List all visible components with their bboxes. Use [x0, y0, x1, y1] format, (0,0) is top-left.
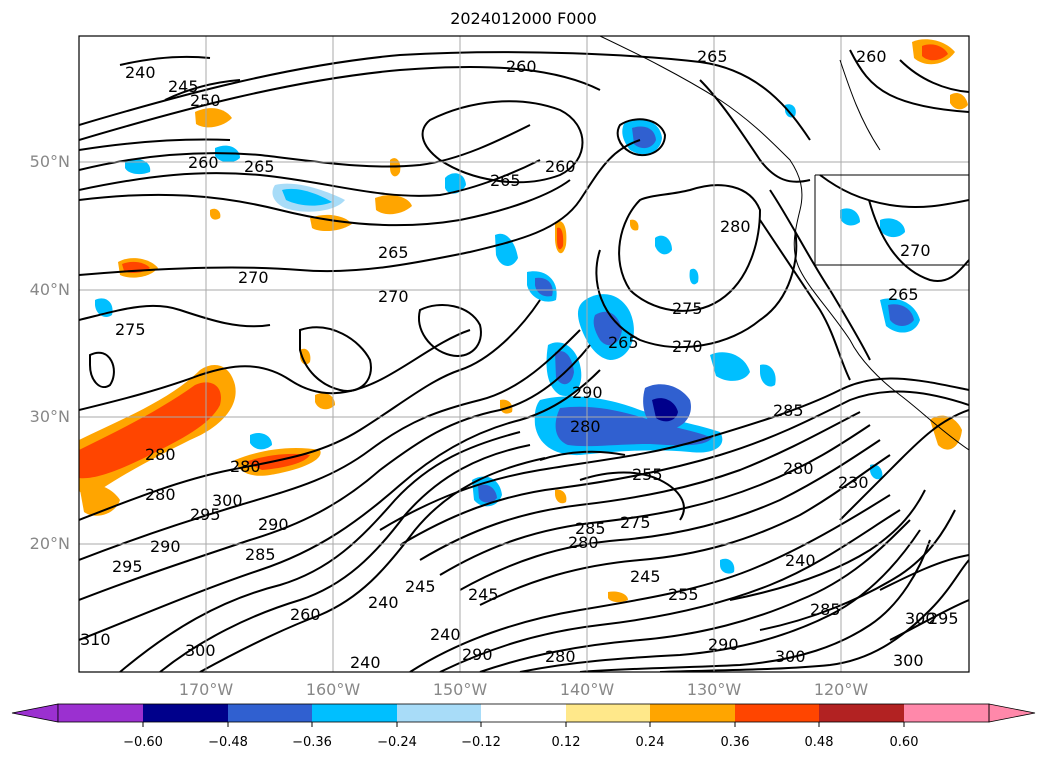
contour-label: 290: [150, 537, 181, 556]
lat-label-50n: 50°N: [29, 152, 70, 171]
contour-label: 240: [430, 625, 461, 644]
contour-label: 275: [115, 320, 146, 339]
contour-label: 290: [462, 645, 493, 664]
colorbar-tick: 0.12: [551, 735, 581, 750]
contour-label: 285: [773, 401, 804, 420]
map-frame: [78, 35, 970, 673]
contour-label: 275: [620, 513, 651, 532]
contour-label: 270: [378, 287, 409, 306]
contour-label: 255: [632, 465, 663, 484]
contour-label: 245: [168, 77, 199, 96]
colorbar-tick: 0.60: [889, 735, 919, 750]
contour-label: 280: [230, 457, 261, 476]
lat-label-40n: 40°N: [29, 280, 70, 299]
contour-label: 280: [720, 217, 751, 236]
contour-label: 280: [145, 485, 176, 504]
map-panel: 240 245 250 260 265 260 265 260 260 265 …: [79, 36, 969, 672]
colorbar-tick: 0.36: [720, 735, 750, 750]
contour-label: 255: [668, 585, 699, 604]
lat-label-20n: 20°N: [29, 534, 70, 553]
contour-label: 290: [258, 515, 289, 534]
contour-label: 280: [145, 445, 176, 464]
contour-label: 270: [672, 337, 703, 356]
contour-label: 285: [575, 519, 606, 538]
contour-label: 260: [545, 157, 576, 176]
contour-label: 245: [405, 577, 436, 596]
colorbar-tick: −0.36: [292, 735, 332, 750]
contour-label: 300: [185, 641, 216, 660]
colorbar-tick: −0.48: [208, 735, 248, 750]
colorbar-tick: 0.24: [635, 735, 665, 750]
contour-label: 280: [545, 647, 576, 666]
contour-label: 280: [783, 459, 814, 478]
contour-label: 265: [608, 333, 639, 352]
contour-label: 260: [188, 153, 219, 172]
map-title: 2024012000 F000: [450, 9, 597, 28]
coastline: [599, 36, 969, 451]
contour-label: 265: [378, 243, 409, 262]
contour-label: 240: [785, 551, 816, 570]
contour-label: 245: [468, 585, 499, 604]
contour-lines: [79, 49, 969, 672]
contour-label: 285: [810, 600, 841, 619]
contour-label: 290: [572, 383, 603, 402]
contour-label: 265: [244, 157, 275, 176]
contour-label: 280: [570, 417, 601, 436]
colorbar-tick: −0.12: [461, 735, 501, 750]
contour-label: 270: [238, 268, 269, 287]
contour-label: 240: [350, 653, 381, 672]
contour-label: 285: [245, 545, 276, 564]
contour-label: 300: [893, 651, 924, 670]
contour-label: 290: [708, 635, 739, 654]
contour-label: 300: [212, 491, 243, 510]
contour-label: 250: [190, 91, 221, 110]
colorbar-tick: 0.48: [804, 735, 834, 750]
lon-label-150w: 150°W: [432, 680, 488, 699]
lon-label-140w: 140°W: [559, 680, 615, 699]
contour-label: 240: [368, 593, 399, 612]
contour-label: 265: [697, 47, 728, 66]
lon-label-160w: 160°W: [305, 680, 361, 699]
contour-label: 240: [125, 63, 156, 82]
lon-label-170w: 170°W: [178, 680, 234, 699]
colorbar: [11, 703, 1036, 727]
contour-label: 270: [900, 241, 931, 260]
contour-label: 295: [112, 557, 143, 576]
graticule: [79, 36, 969, 672]
contour-label: 265: [888, 285, 919, 304]
lon-label-120w: 120°W: [813, 680, 869, 699]
colorbar-tick: −0.24: [377, 735, 417, 750]
contour-labels: 240 245 250 260 265 260 265 260 260 265 …: [80, 47, 959, 672]
contour-label: 245: [630, 567, 661, 586]
contour-label: 300: [905, 609, 936, 628]
contour-label: 275: [672, 299, 703, 318]
contour-label: 310: [80, 630, 111, 649]
contour-label: 300: [775, 647, 806, 666]
contour-label: 260: [856, 47, 887, 66]
contour-label: 260: [506, 57, 537, 76]
contour-label: 295: [928, 609, 959, 628]
contour-label: 295: [190, 505, 221, 524]
lon-label-130w: 130°W: [686, 680, 742, 699]
contour-label: 265: [490, 171, 521, 190]
contour-label: 260: [290, 605, 321, 624]
lat-label-30n: 30°N: [29, 407, 70, 426]
colorbar-tick: −0.60: [123, 735, 163, 750]
contour-label: 230: [838, 473, 869, 492]
contour-label: 280: [568, 533, 599, 552]
